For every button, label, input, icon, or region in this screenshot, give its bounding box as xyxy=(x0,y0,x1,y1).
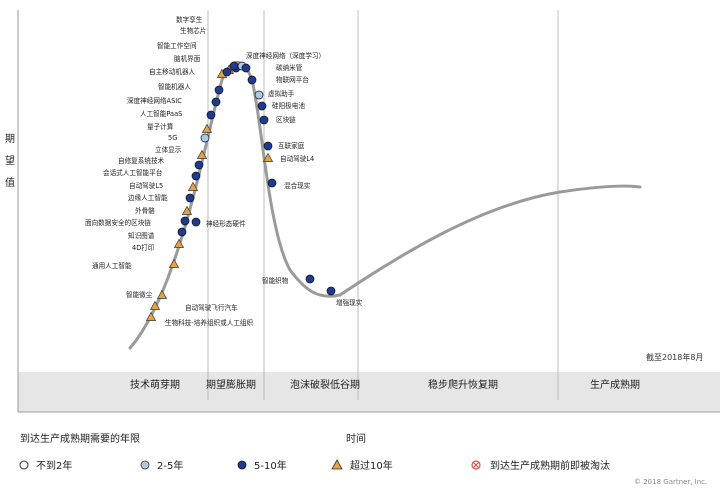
legend-title: 到达生产成熟期需要的年限 xyxy=(20,432,140,445)
technology-label: 会话式人工智能平台 xyxy=(103,168,163,177)
phase-label-trough: 泡沫破裂低谷期 xyxy=(290,378,360,391)
legend-label-under-2: 不到2年 xyxy=(36,459,72,472)
marker-dark-circle-icon xyxy=(211,97,221,107)
legend-light-circle-icon xyxy=(140,460,150,470)
marker-triangle-icon xyxy=(187,181,199,191)
legend-open-circle-icon xyxy=(19,460,29,470)
technology-label: 深度神经网络（深度学习） xyxy=(246,51,325,60)
legend-label-5-10: 5-10年 xyxy=(254,459,287,472)
technology-label: 数字孪生 xyxy=(176,15,203,24)
marker-triangle-icon xyxy=(149,300,161,310)
as-of-date: 截至2018年8月 xyxy=(646,352,703,362)
technology-label: 面向数据安全的区块链 xyxy=(85,218,151,227)
technology-label: 4D打印 xyxy=(132,243,155,252)
marker-dark-circle-icon xyxy=(229,61,239,71)
technology-label: 生物芯片 xyxy=(180,26,206,35)
x-axis-label: 时间 xyxy=(346,432,366,445)
technology-label: 智能微尘 xyxy=(126,290,153,299)
technology-label: 外骨骼 xyxy=(135,206,155,215)
marker-dark-circle-icon xyxy=(180,216,190,226)
technology-labels: 数字孪生生物芯片智能工作空间脑机界面自主移动机器人智能机器人深度神经网络ASIC… xyxy=(85,15,363,327)
technology-label: 量子计算 xyxy=(147,122,174,131)
marker-dark-circle-icon xyxy=(267,178,277,188)
marker-dark-circle-icon xyxy=(214,85,224,95)
phase-band xyxy=(18,372,720,412)
technology-label: 深度神经网络ASIC xyxy=(127,96,182,105)
technology-label: 人工智能PaaS xyxy=(140,109,182,118)
marker-dark-circle-icon xyxy=(191,171,201,181)
technology-label: 知识图谱 xyxy=(128,231,155,240)
marker-dark-circle-icon xyxy=(194,160,204,170)
legend-label-2-5: 2-5年 xyxy=(157,459,183,472)
technology-label: 碳纳米管 xyxy=(276,63,303,72)
marker-triangle-icon xyxy=(181,205,193,215)
technology-markers xyxy=(145,61,336,321)
phase-label-trigger: 技术萌芽期 xyxy=(130,378,180,391)
legend-label-obsolete: 到达生产成熟期前即被淘汰 xyxy=(490,459,610,472)
marker-dark-circle-icon xyxy=(257,101,267,111)
marker-triangle-icon xyxy=(173,238,185,248)
technology-label: 生物科技-培养组织或人工组织 xyxy=(165,318,254,327)
technology-label: 智能工作空间 xyxy=(157,41,197,50)
marker-triangle-icon xyxy=(262,152,274,162)
marker-dark-circle-icon xyxy=(177,227,187,237)
phase-label-peak: 期望膨胀期 xyxy=(206,378,256,391)
technology-label: 虚拟助手 xyxy=(268,89,295,98)
y-axis-label-3: 值 xyxy=(5,176,15,189)
marker-dark-circle-icon xyxy=(247,75,257,85)
y-axis-label-2: 望 xyxy=(5,154,15,167)
marker-dark-circle-icon xyxy=(206,110,216,120)
legend-crossed-circle-icon xyxy=(471,460,481,470)
technology-label: 自动驾驶飞行汽车 xyxy=(185,303,238,312)
y-axis-label-1: 期 xyxy=(5,133,15,145)
marker-dark-circle-icon xyxy=(259,115,269,125)
technology-label: 互联家庭 xyxy=(278,141,305,150)
technology-label: 通用人工智能 xyxy=(92,261,132,270)
technology-label: 边缘人工智能 xyxy=(128,193,168,202)
technology-label: 增强现实 xyxy=(336,298,363,307)
marker-triangle-icon xyxy=(201,123,213,133)
technology-label: 区块链 xyxy=(276,115,296,124)
technology-label: 脑机界面 xyxy=(174,54,201,63)
marker-triangle-icon xyxy=(168,258,180,268)
phase-label-plateau: 生产成熟期 xyxy=(590,378,640,391)
marker-light-circle-icon xyxy=(200,133,210,143)
technology-label: 5G xyxy=(168,134,177,142)
marker-dark-circle-icon xyxy=(185,193,195,203)
technology-label: 混合现实 xyxy=(284,181,311,190)
marker-dark-circle-icon xyxy=(326,286,336,296)
marker-dark-circle-icon xyxy=(305,274,315,284)
technology-label: 自修复系统技术 xyxy=(118,156,165,165)
technology-label: 神经形态硬件 xyxy=(206,219,246,228)
marker-triangle-icon xyxy=(156,289,168,299)
marker-triangle-icon xyxy=(145,311,157,321)
technology-label: 自动驾驶L4 xyxy=(280,154,314,163)
technology-label: 物联网平台 xyxy=(276,75,309,84)
technology-label: 智能机器人 xyxy=(158,82,191,91)
technology-label: 自动驾驶L5 xyxy=(129,181,163,190)
legend-label-over-10: 超过10年 xyxy=(350,459,393,472)
legend-dark-circle-icon xyxy=(237,460,247,470)
copyright: © 2018 Gartner, Inc. xyxy=(634,478,707,486)
phase-label-slope: 稳步爬升恢复期 xyxy=(428,378,498,391)
marker-dark-circle-icon xyxy=(263,141,273,151)
marker-dark-circle-icon xyxy=(241,63,251,73)
technology-label: 硅阳极电池 xyxy=(272,101,305,110)
marker-light-circle-icon xyxy=(254,90,264,100)
legend-triangle-icon xyxy=(331,459,343,470)
technology-label: 立体显示 xyxy=(155,145,182,154)
marker-dark-circle-icon xyxy=(222,67,232,77)
marker-dark-circle-icon xyxy=(191,217,201,227)
technology-label: 自主移动机器人 xyxy=(149,67,196,76)
technology-label: 智能织物 xyxy=(262,276,289,285)
marker-triangle-icon xyxy=(196,149,208,159)
